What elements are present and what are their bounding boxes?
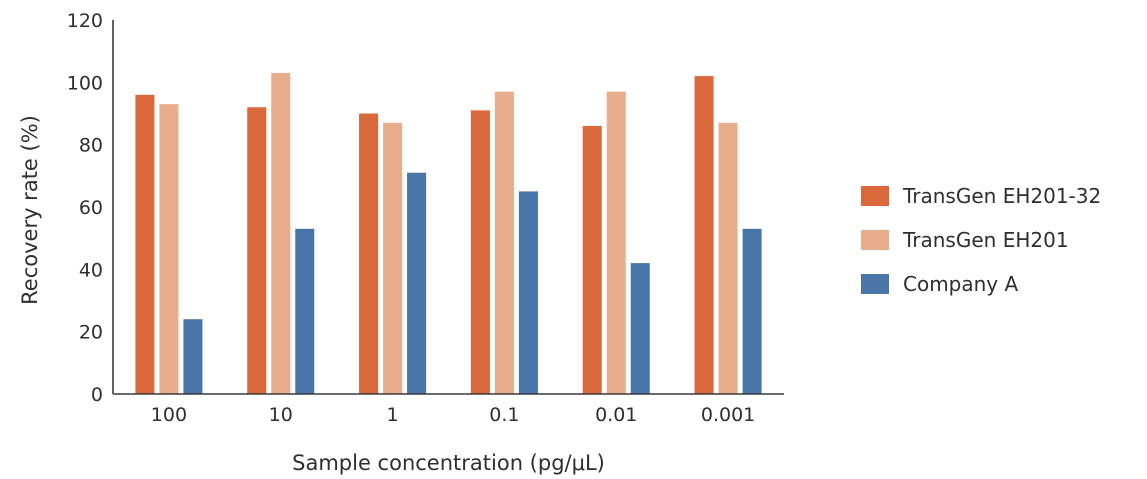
- bar: [470, 110, 490, 394]
- x-tick-label: 0.1: [489, 404, 519, 426]
- y-tick-label: 60: [79, 197, 103, 219]
- x-axis-ticks: 100 10 1 0.1 0.01 0.001: [151, 404, 756, 426]
- bar: [247, 107, 267, 395]
- bar: [135, 94, 155, 395]
- bar: [582, 125, 602, 394]
- legend-label: TransGen EH201: [902, 228, 1069, 252]
- bar: [383, 122, 403, 394]
- legend-swatch: [861, 274, 889, 294]
- bar: [494, 91, 514, 394]
- bar: [518, 191, 538, 394]
- x-tick-label: 100: [151, 404, 187, 426]
- x-axis-title: Sample concentration (pg/μL): [292, 451, 605, 475]
- legend-swatch: [861, 186, 889, 206]
- legend: TransGen EH201-32 TransGen EH201 Company A: [861, 184, 1101, 296]
- y-tick-label: 40: [79, 259, 103, 281]
- legend-swatch: [861, 230, 889, 250]
- legend-label: TransGen EH201-32: [902, 184, 1101, 208]
- x-tick-label: 1: [387, 404, 399, 426]
- y-tick-label: 120: [67, 10, 103, 32]
- bar: [295, 228, 315, 394]
- bar: [694, 76, 714, 394]
- bar: [630, 263, 650, 394]
- bar: [159, 104, 179, 395]
- bar: [407, 172, 427, 394]
- bar: [718, 122, 738, 394]
- bar: [606, 91, 626, 394]
- y-tick-label: 20: [79, 322, 103, 344]
- x-tick-label: 0.001: [701, 404, 755, 426]
- x-tick-label: 0.01: [595, 404, 637, 426]
- bar: [271, 72, 291, 394]
- plot-area: [135, 72, 762, 395]
- x-tick-label: 10: [269, 404, 293, 426]
- bar: [183, 319, 203, 394]
- y-tick-label: 0: [91, 384, 103, 406]
- legend-label: Company A: [903, 272, 1019, 296]
- y-axis-title: Recovery rate (%): [18, 115, 42, 305]
- y-axis-ticks: 0 20 40 60 80 100 120: [67, 10, 103, 406]
- bar: [359, 113, 379, 394]
- y-tick-label: 80: [79, 135, 103, 157]
- y-tick-label: 100: [67, 72, 103, 94]
- bar: [742, 228, 762, 394]
